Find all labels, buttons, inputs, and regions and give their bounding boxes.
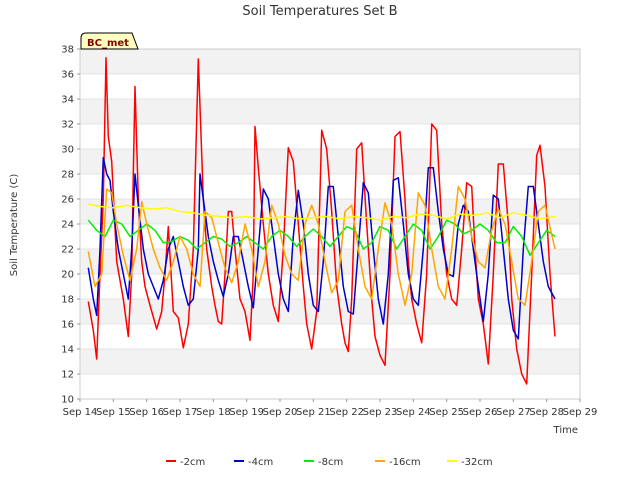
grid-band [80,49,580,74]
series-line-16cm [87,185,556,307]
grid-band [80,249,580,274]
x-tick-label: Sep 25 [429,407,464,418]
grid-band [80,224,580,249]
badge-shape [80,32,139,50]
series-lines [87,57,556,385]
legend: -2cm -4cm -8cm -16cm -32cm [166,457,493,468]
y-tick-label: 36 [61,70,74,81]
x-tick-label: Sep 16 [129,407,164,418]
series-line-32cm [88,203,556,221]
x-tick-label: Sep 21 [296,407,331,418]
legend-label: -2cm [180,457,205,468]
grid-band [80,124,580,149]
x-tick-label: Sep 29 [563,407,598,418]
x-tick-label: Sep 23 [363,407,398,418]
y-axis-ticks: 10 12 14 16 18 20 22 24 26 28 30 32 34 36 38 [61,45,80,406]
x-axis-title: Time [553,425,578,436]
y-tick-label: 28 [61,170,74,181]
y-tick-label: 24 [61,220,74,231]
legend-label: -32cm [461,457,493,468]
y-tick-label: 34 [61,95,74,106]
x-tick-label: Sep 28 [529,407,564,418]
series-line-8cm [87,219,556,257]
y-axis-title: Soil Temperature (C) [9,174,20,277]
x-tick-label: Sep 14 [63,407,98,418]
y-tick-label: 22 [61,245,74,256]
grid-band [80,199,580,224]
grid-band [80,74,580,99]
grid-band [80,299,580,324]
grid-band [80,99,580,124]
x-tick-label: Sep 17 [163,407,198,418]
x-tick-label: Sep 19 [229,407,264,418]
legend-label: -4cm [248,457,273,468]
y-tick-label: 14 [61,345,74,356]
station-badge: BC_met [80,32,139,50]
legend-label: -16cm [389,457,421,468]
x-tick-label: Sep 20 [263,407,298,418]
y-tick-label: 12 [61,370,74,381]
y-tick-label: 20 [61,270,74,281]
y-tick-label: 10 [61,395,74,406]
grid-band [80,349,580,374]
y-tick-label: 18 [61,295,74,306]
x-tick-label: Sep 27 [496,407,531,418]
x-tick-label: Sep 18 [196,407,231,418]
series-line-2cm [87,57,556,385]
series-line-4cm [87,157,556,340]
badge-label: BC_met [87,38,129,49]
y-tick-label: 32 [61,120,74,131]
legend-label: -8cm [318,457,343,468]
y-tick-label: 30 [61,145,74,156]
grid-band [80,149,580,174]
chart-title: Soil Temperatures Set B [242,4,397,19]
x-tick-label: Sep 24 [396,407,431,418]
y-tick-label: 16 [61,320,74,331]
x-tick-label: Sep 15 [96,407,131,418]
x-tick-label: Sep 26 [463,407,498,418]
y-tick-label: 38 [61,45,74,56]
x-tick-label: Sep 22 [329,407,364,418]
y-tick-label: 26 [61,195,74,206]
grid-band [80,374,580,399]
grid-band [80,324,580,349]
